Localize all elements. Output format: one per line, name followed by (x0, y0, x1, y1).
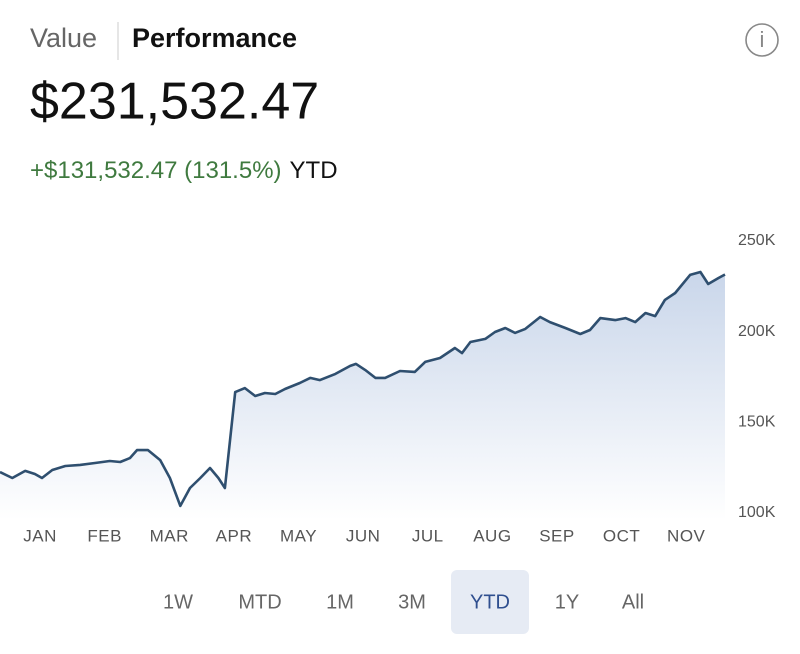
area-fill (0, 272, 725, 520)
x-tick-label: JAN (23, 526, 57, 545)
range-button[interactable]: 1Y (555, 591, 579, 613)
range-button[interactable]: 1W (163, 591, 193, 613)
y-tick-label: 250K (738, 232, 776, 249)
change-line: +$131,532.47 (131.5%) YTD (30, 157, 338, 184)
portfolio-value: $231,532.47 (30, 73, 319, 131)
change: +$131,532.47 (131.5%) (30, 157, 282, 184)
y-tick-label: 200K (738, 323, 776, 340)
x-tick-label: SEP (539, 526, 575, 545)
range-button[interactable]: All (622, 591, 644, 613)
range-highlight (451, 570, 529, 634)
x-tick-label: AUG (473, 526, 511, 545)
chart: 100K 150K 200K 250K JAN FEB MAR APR MAY JUN JUL AUG… (0, 232, 776, 545)
x-tick-label: APR (216, 526, 252, 545)
range-selector: 1W MTD 1M 3M YTD 1Y All (163, 570, 644, 634)
range-button[interactable]: MTD (238, 591, 281, 613)
range-button[interactable]: 3M (398, 591, 426, 613)
price-line (0, 270, 726, 508)
change-period: YTD (290, 157, 338, 184)
x-tick-label: FEB (87, 526, 122, 545)
y-tick-label: 150K (738, 414, 776, 431)
x-tick-label: MAY (280, 526, 317, 545)
tab[interactable]: Performance (132, 23, 297, 53)
info-glyph[interactable]: i (760, 27, 765, 52)
x-tick-label: OCT (603, 526, 640, 545)
range-button[interactable]: YTD (470, 591, 510, 613)
range-button[interactable]: 1M (326, 591, 354, 613)
y-tick-label: 100K (738, 504, 776, 521)
x-tick-label: NOV (667, 526, 706, 545)
x-tick-label: JUN (346, 526, 381, 545)
tab[interactable]: Value (30, 23, 97, 53)
info-icon[interactable] (745, 23, 779, 57)
x-tick-label: JUL (412, 526, 444, 545)
x-tick-label: MAR (150, 526, 189, 545)
